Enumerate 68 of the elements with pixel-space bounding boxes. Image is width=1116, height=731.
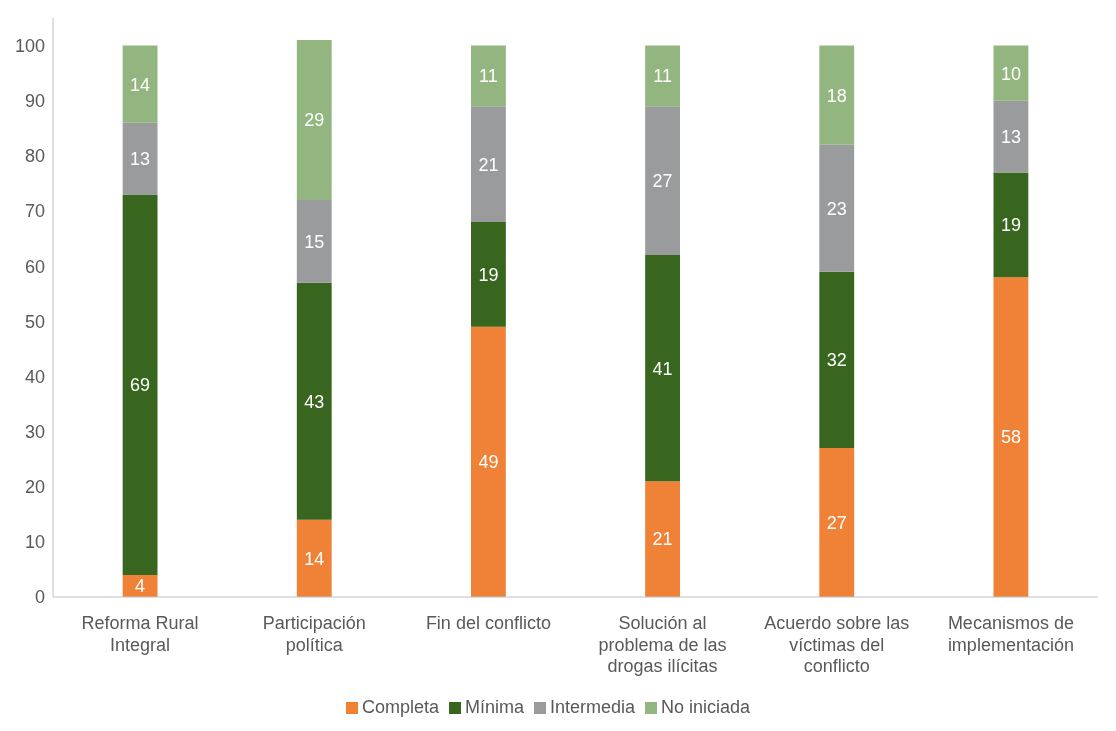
bar [471, 106, 506, 223]
data-label: 43 [304, 391, 325, 412]
x-tick-label: Mecanismos de implementación [947, 613, 1074, 655]
data-label: 15 [304, 231, 325, 252]
data-label: 41 [652, 358, 673, 379]
data-label: 13 [1000, 126, 1021, 147]
data-label: 21 [652, 529, 673, 550]
y-tick-label: 100 [14, 35, 45, 56]
y-tick-label: 40 [24, 366, 45, 387]
data-label: 27 [826, 512, 847, 533]
y-tick-label: 90 [24, 91, 45, 112]
y-tick-label: 50 [24, 311, 45, 332]
x-tick-label: Reforma Rural Integral [81, 613, 199, 655]
data-label: 58 [1000, 427, 1021, 448]
bar [471, 222, 506, 327]
x-tick-label: Acuerdo sobre las víctimas del conflicto [764, 613, 910, 677]
data-label: 19 [478, 264, 499, 285]
bar [645, 255, 680, 482]
bar [645, 106, 680, 256]
y-tick-label: 20 [24, 477, 45, 498]
data-label: 29 [304, 110, 325, 131]
bar [993, 100, 1029, 173]
legend-label: Completa [361, 697, 439, 717]
data-label: 13 [130, 149, 151, 169]
data-label: 18 [826, 85, 847, 106]
x-tick-label: Fin del conflicto [425, 613, 551, 634]
bar [819, 45, 855, 145]
data-label: 11 [653, 66, 672, 87]
bar [819, 448, 855, 597]
bar [296, 282, 332, 520]
bar [122, 194, 158, 575]
y-tick-label: 60 [24, 256, 45, 277]
bar [471, 45, 506, 107]
bar [993, 45, 1029, 101]
legend-label: Mínima [464, 697, 524, 717]
legend-label: No iniciada [661, 697, 751, 717]
bar [993, 172, 1029, 278]
data-label: 23 [826, 198, 847, 219]
x-tick-label: Solución al problema de las drogas ilícitas [598, 613, 727, 677]
x-tick-label: Participación política [262, 613, 366, 655]
data-label: 32 [826, 350, 847, 371]
data-label: 14 [304, 548, 325, 569]
y-tick-label: 0 [34, 587, 45, 608]
y-tick-label: 30 [24, 421, 45, 442]
data-label: 69 [130, 375, 151, 396]
data-label: 10 [1000, 63, 1021, 84]
data-label: 19 [1000, 215, 1021, 236]
bar [296, 199, 332, 283]
bar [819, 144, 855, 272]
data-label: 14 [130, 74, 151, 95]
bar [471, 326, 506, 597]
bar [122, 45, 158, 123]
bar [296, 519, 332, 597]
bar [296, 40, 332, 200]
y-tick-label: 80 [24, 146, 45, 167]
bar [819, 271, 855, 449]
legend-label: Intermedia [549, 697, 636, 717]
y-tick-label: 10 [24, 532, 45, 553]
data-label: 11 [479, 66, 498, 87]
bar [645, 481, 680, 597]
y-tick-label: 70 [24, 201, 45, 222]
data-label: 27 [652, 171, 673, 192]
bar [122, 122, 158, 195]
data-label: 49 [478, 452, 499, 473]
bar [993, 277, 1029, 597]
data-label: 21 [478, 154, 499, 175]
bar [645, 45, 680, 107]
data-label: 4 [135, 576, 146, 597]
